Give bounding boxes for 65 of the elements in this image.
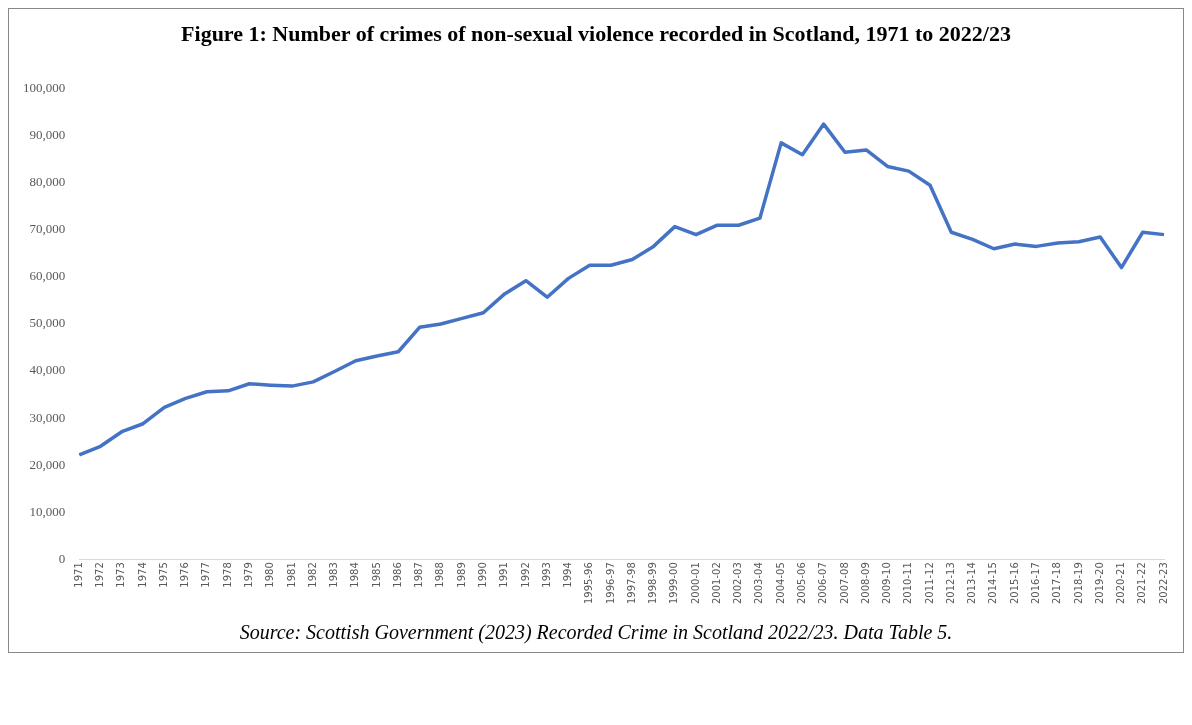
y-tick-label: 70,000 <box>29 221 66 237</box>
x-tick-label: 2006-07 <box>817 562 829 605</box>
x-tick-label: 1994 <box>562 562 574 588</box>
y-tick-label: 20,000 <box>29 456 66 472</box>
x-tick-label: 2017-18 <box>1051 562 1063 605</box>
x-tick-label: 1987 <box>413 562 425 588</box>
x-tick-label: 1977 <box>200 562 212 588</box>
x-tick-label: 2005-06 <box>796 562 808 605</box>
y-tick-label: 0 <box>58 550 66 566</box>
x-tick-label: 1978 <box>221 562 233 588</box>
x-tick-label: 1997-98 <box>625 562 637 605</box>
x-tick-label: 2019-20 <box>1093 562 1105 605</box>
y-tick-label: 80,000 <box>29 174 66 190</box>
y-tick-label: 40,000 <box>29 362 66 378</box>
y-tick-label: 90,000 <box>29 127 66 143</box>
x-tick-label: 2012-13 <box>944 562 956 605</box>
x-tick-label: 2018-19 <box>1072 562 1084 605</box>
source-note: Source: Scottish Government (2023) Recorded Crime in Scotland 2022/23. Data Table 5. <box>238 620 954 646</box>
x-tick-label: 1988 <box>434 562 446 588</box>
x-tick-label: 2003-04 <box>753 562 765 605</box>
x-tick-label: 2007-08 <box>838 562 850 605</box>
x-tick-label: 2015-16 <box>1008 562 1020 605</box>
x-tick-label: 1993 <box>540 562 552 588</box>
x-tick-label: 1972 <box>94 562 106 588</box>
x-tick-label: 1986 <box>391 562 403 588</box>
x-tick-label: 2009-10 <box>881 562 893 605</box>
x-tick-label: 1989 <box>455 562 467 588</box>
x-tick-label: 1985 <box>370 562 382 588</box>
x-tick-label: 2014-15 <box>987 562 999 605</box>
x-tick-label: 2008-09 <box>859 562 871 605</box>
x-tick-label: 2002-03 <box>732 562 744 605</box>
x-tick-label: 1976 <box>179 562 191 588</box>
x-tick-label: 2013-14 <box>966 562 978 605</box>
x-tick-label: 1980 <box>264 562 276 588</box>
x-tick-label: 2010-11 <box>902 562 914 605</box>
x-tick-label: 2000-01 <box>689 562 701 605</box>
x-tick-label: 1974 <box>136 562 148 588</box>
y-tick-label: 60,000 <box>29 268 66 284</box>
x-tick-label: 2022-23 <box>1157 562 1169 605</box>
y-tick-label: 30,000 <box>29 409 66 425</box>
x-tick-label: 1982 <box>306 562 318 588</box>
x-tick-label: 1996-97 <box>604 562 616 605</box>
x-tick-label: 1995-96 <box>583 562 595 605</box>
x-tick-label: 1991 <box>498 562 510 588</box>
x-tick-label: 1975 <box>157 562 169 588</box>
chart-title: Figure 1: Number of crimes of non-sexual violence recorded in Scotland, 1971 to 2022/23 <box>180 20 1012 48</box>
x-tick-label: 2004-05 <box>774 562 786 605</box>
x-tick-label: 1999-00 <box>668 562 680 605</box>
x-tick-label: 1992 <box>519 562 531 588</box>
y-tick-label: 50,000 <box>29 315 66 331</box>
x-tick-label: 1979 <box>243 562 254 588</box>
x-tick-label: 1981 <box>285 562 297 588</box>
x-tick-label: 2001-02 <box>710 562 722 605</box>
x-tick-label: 1973 <box>115 562 127 588</box>
y-tick-label: 100,000 <box>23 80 66 96</box>
y-tick-label: 10,000 <box>29 503 66 519</box>
x-tick-label: 2020-21 <box>1115 562 1127 605</box>
x-tick-label: 2011-12 <box>923 562 935 605</box>
x-tick-label: 1990 <box>476 562 488 588</box>
x-tick-label: 1984 <box>349 562 361 588</box>
x-tick-label: 2016-17 <box>1029 562 1041 605</box>
x-tick-label: 2021-22 <box>1136 562 1148 605</box>
x-tick-label: 1998-99 <box>647 562 659 605</box>
x-tick-label: 1983 <box>328 562 340 588</box>
x-tick-label: 1971 <box>72 562 84 588</box>
